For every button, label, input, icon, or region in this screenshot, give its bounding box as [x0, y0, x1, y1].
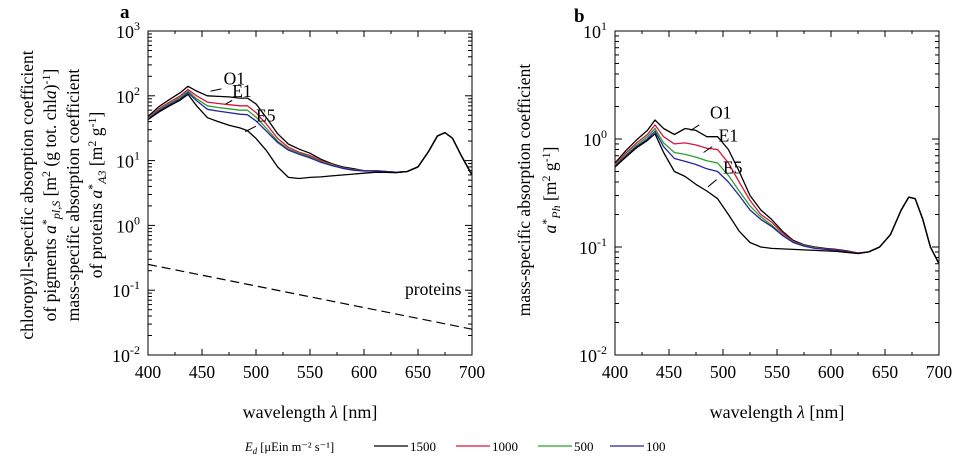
panel-b-annotation-leader — [703, 146, 713, 153]
panel-b-annotation: O1 — [710, 102, 731, 122]
panel-a-ylabel-line-1: chloropyll-specific absorption coefficie… — [17, 50, 37, 339]
panel-a-xtick-label: 700 — [459, 362, 486, 382]
panel-b-xtick-label: 650 — [872, 362, 899, 382]
panel-a-annotation-leader — [225, 99, 233, 105]
panel-a-series-line — [147, 90, 473, 176]
panel-b-ytick-label: 10-1 — [579, 235, 607, 258]
panel-a-xtick-label: 400 — [135, 362, 162, 382]
legend-item-label: 500 — [574, 439, 594, 454]
panel-a-letter: a — [120, 2, 130, 23]
panel-a-ytick-label: 103 — [116, 19, 140, 42]
panel-a-annotation: proteins — [405, 279, 462, 299]
panel-a-xtick-label: 600 — [351, 362, 378, 382]
panel-b-ylabel-line-1: mass-specific absorption coefficient — [514, 64, 534, 317]
panel-a: a chloropyll-specific absorption coeffic… — [17, 2, 485, 422]
panel-a-series-line — [147, 85, 473, 176]
panel-b-ytick-label: 101 — [583, 19, 607, 42]
panel-a-ytick-label: 100 — [116, 213, 140, 236]
panel-a-annotation-leader — [244, 125, 257, 133]
panel-b-ytick-label: 100 — [583, 127, 607, 150]
panel-a-annotation: E1 — [232, 81, 251, 101]
panel-b-series-line — [614, 133, 940, 264]
legend: Ed [μEin m⁻² s⁻¹] 1500 1000 500 100 — [244, 439, 666, 456]
panel-b-xtick-label: 450 — [656, 362, 683, 382]
panel-b-annotation: E5 — [723, 157, 743, 177]
panel-a-annotation-leader — [210, 88, 222, 92]
panel-a-frame — [147, 30, 473, 356]
panel-b-xtick-label: 600 — [818, 362, 845, 382]
panel-b-xtick-label: 550 — [764, 362, 791, 382]
legend-item-label: 100 — [646, 439, 666, 454]
panel-a-ylabel-line-2: of pigments a*pl,S [m2 (g tot. chla)-1] — [39, 69, 63, 322]
panel-b: b mass-specific absorption coefficient a… — [514, 6, 952, 422]
panel-a-annotation: E5 — [256, 106, 276, 126]
panel-b-letter: b — [574, 6, 585, 27]
legend-title: Ed [μEin m⁻² s⁻¹] — [244, 440, 334, 456]
panel-a-series-line — [147, 88, 473, 176]
panel-b-annotation-leader — [690, 124, 700, 131]
panel-b-plot: 400 450 500 550 600 650 700 10-2 10-1 100 101 O1 E1 E… — [579, 19, 952, 382]
panel-a-xtick-label: 650 — [405, 362, 432, 382]
panel-b-series-line — [614, 119, 940, 264]
panel-a-xtick-label: 550 — [297, 362, 324, 382]
legend-item-label: 1000 — [492, 439, 518, 454]
panel-b-xtick-label: 500 — [710, 362, 737, 382]
legend-items: 1500 1000 500 100 — [374, 439, 666, 454]
panel-a-ylabel-line-3: mass-specific absorption coefficient — [63, 69, 83, 322]
panel-a-xlabel: wavelength λ [nm] — [243, 402, 378, 422]
panel-b-ylabel-line-2: a*Ph [m2 g-1] — [539, 147, 563, 234]
panel-b-series-line — [614, 127, 940, 264]
panel-a-annotation: O1 — [224, 68, 245, 88]
panel-a-ytick-label: 10-2 — [112, 343, 140, 366]
panel-a-ytick-label: 10-1 — [112, 278, 140, 301]
panel-a-ytick-label: 102 — [116, 84, 140, 107]
panel-b-xtick-label: 400 — [602, 362, 629, 382]
panel-b-ytick-label: 10-2 — [579, 343, 607, 366]
panel-b-annotation-leader — [707, 179, 717, 188]
panel-a-ylabel: chloropyll-specific absorption coefficie… — [17, 50, 109, 339]
panel-a-ytick-label: 101 — [116, 149, 140, 172]
panel-a-plot: 400 450 500 550 600 650 700 10-2 10-1 100 101 102 10… — [112, 19, 485, 382]
panel-a-series-line — [147, 93, 473, 180]
panel-a-ylabel-line-4: of proteins a*A3 [m2 g-1] — [85, 112, 109, 279]
legend-item-label: 1500 — [410, 439, 436, 454]
panel-b-frame — [614, 30, 940, 356]
panel-b-xtick-label: 700 — [926, 362, 953, 382]
panel-b-annotation: E1 — [719, 125, 738, 145]
panel-a-xtick-label: 500 — [243, 362, 270, 382]
panel-a-xtick-label: 450 — [189, 362, 216, 382]
panel-b-xlabel: wavelength λ [nm] — [710, 402, 845, 422]
